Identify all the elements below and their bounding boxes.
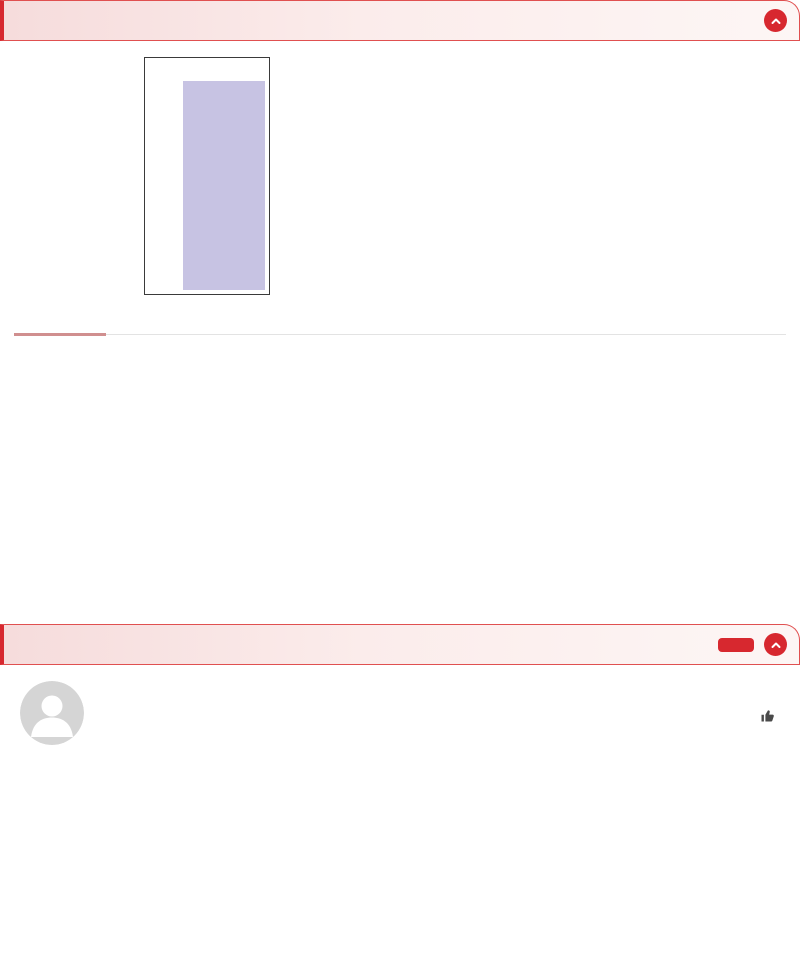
gel-marker-labels xyxy=(145,81,181,290)
sec-mals-column xyxy=(400,41,786,317)
sec-mals-chart xyxy=(406,57,780,307)
gel-lane-area xyxy=(183,81,265,290)
like-button[interactable] xyxy=(760,681,780,745)
sds-page-column xyxy=(14,41,400,317)
collapse-reviews-button[interactable] xyxy=(764,633,787,656)
data-display-header xyxy=(0,0,800,41)
post-comment-button[interactable] xyxy=(718,637,754,652)
sds-gel-figure xyxy=(144,57,270,295)
review-item xyxy=(0,665,800,745)
avatar xyxy=(20,681,84,745)
user-silhouette-icon xyxy=(20,681,84,745)
bioactivity-section xyxy=(0,352,800,608)
chevron-up-icon xyxy=(771,642,780,648)
gel-lane-header xyxy=(145,61,269,79)
electrophoresis-secmals-row xyxy=(0,41,800,317)
user-reviews-header xyxy=(0,624,800,665)
section-divider xyxy=(14,333,786,336)
chevron-up-icon xyxy=(771,18,780,24)
elisa-right-chart xyxy=(407,352,779,594)
thumbs-up-icon xyxy=(761,709,774,721)
elisa-left-chart xyxy=(21,352,393,594)
collapse-section-button[interactable] xyxy=(764,9,787,32)
